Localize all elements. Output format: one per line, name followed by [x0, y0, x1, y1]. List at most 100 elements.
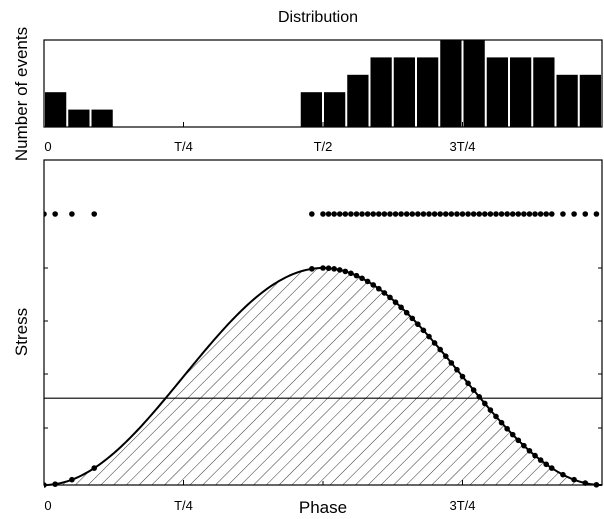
row-event-dot: [370, 211, 376, 217]
histogram-bar: [68, 110, 89, 127]
curve-event-dot: [493, 414, 499, 420]
histogram-bar: [347, 75, 368, 127]
row-event-dot: [382, 211, 388, 217]
curve-event-dot: [560, 472, 566, 478]
row-event-dot: [510, 211, 516, 217]
row-event-dot: [594, 211, 600, 217]
row-event-dot: [421, 211, 427, 217]
curve-event-dot: [426, 334, 432, 340]
curve-event-dot: [482, 401, 488, 407]
curve-event-dot: [443, 353, 449, 359]
curve-event-dot: [354, 273, 360, 279]
stress-x-tick-label: 0: [44, 498, 51, 513]
row-event-dot: [359, 211, 365, 217]
row-event-dot: [488, 211, 494, 217]
histogram-bar: [417, 57, 438, 127]
row-event-dot: [493, 211, 499, 217]
curve-event-dot: [510, 432, 516, 438]
histogram-bar: [91, 110, 112, 127]
curve-event-dot: [348, 271, 354, 277]
curve-event-dot: [415, 321, 421, 327]
curve-event-dot: [476, 394, 482, 400]
row-event-dot: [320, 211, 326, 217]
curve-event-dot: [337, 267, 343, 273]
stress-y-axis-label: Stress: [12, 308, 31, 356]
histogram-bar: [580, 75, 601, 127]
row-event-dot: [343, 211, 349, 217]
row-event-dot: [454, 211, 460, 217]
curve-event-dot: [527, 448, 533, 454]
curve-event-dot: [331, 266, 337, 272]
histogram-bar: [324, 92, 345, 127]
row-event-dot: [471, 211, 477, 217]
stress-panel: Stress 0 T/4 3T/4 Phase: [12, 160, 602, 517]
row-event-dot: [504, 211, 510, 217]
x-axis-label: Phase: [299, 498, 347, 517]
y-axis-label: Number of events: [12, 27, 31, 161]
histogram-x-tick-label: 0: [44, 139, 51, 154]
curve-event-dot: [432, 340, 438, 346]
histogram-bar: [45, 92, 66, 127]
curve-event-dot: [504, 426, 510, 432]
row-event-dot: [69, 211, 75, 217]
row-event-dot: [41, 211, 47, 217]
stress-x-tick-labels: 0 T/4 3T/4: [44, 498, 475, 513]
curve-event-dot: [404, 310, 410, 316]
histogram-x-tick-label: T/2: [314, 139, 333, 154]
row-event-dot: [365, 211, 371, 217]
curve-event-dot: [409, 316, 415, 322]
curve-event-dot: [382, 290, 388, 296]
row-event-dot: [449, 211, 455, 217]
curve-event-dot: [387, 295, 393, 301]
chart-title: Distribution: [278, 9, 358, 26]
curve-event-dot: [594, 482, 600, 488]
histogram-bars: [45, 40, 601, 127]
curve-event-dot: [460, 374, 466, 380]
histogram-x-tick-label: 3T/4: [449, 139, 475, 154]
curve-event-dot: [343, 269, 349, 275]
curve-event-dot: [471, 387, 477, 393]
curve-event-dot: [359, 276, 365, 282]
row-event-dot: [393, 211, 399, 217]
row-event-dot: [404, 211, 410, 217]
row-event-dot: [309, 211, 315, 217]
curve-event-dot: [571, 477, 577, 483]
event-dots-row: [41, 211, 599, 217]
row-event-dot: [376, 211, 382, 217]
curve-event-dot: [543, 461, 549, 467]
curve-event-dot: [465, 381, 471, 387]
row-event-dot: [337, 211, 343, 217]
histogram-panel: Distribution Number of events 0 T/4 T/2 3T/…: [12, 9, 602, 161]
histogram-bar: [440, 40, 461, 127]
row-event-dot: [398, 211, 404, 217]
row-event-dot: [582, 211, 588, 217]
row-event-dot: [521, 211, 527, 217]
histogram-bar: [533, 57, 554, 127]
curve-event-dot: [326, 265, 332, 271]
curve-event-dot: [488, 407, 494, 413]
curve-event-dot: [538, 457, 544, 463]
curve-event-dot: [52, 481, 58, 487]
curve-event-dot: [320, 265, 326, 271]
row-event-dot: [387, 211, 393, 217]
row-event-dot: [482, 211, 488, 217]
row-event-dot: [432, 211, 438, 217]
row-event-dot: [326, 211, 332, 217]
row-event-dot: [527, 211, 533, 217]
stress-x-tick-label: 3T/4: [449, 498, 475, 513]
row-event-dot: [52, 211, 58, 217]
histogram-bar: [370, 57, 391, 127]
histogram-bar: [301, 92, 322, 127]
row-event-dot: [538, 211, 544, 217]
row-event-dot: [499, 211, 505, 217]
curve-event-dot: [309, 266, 315, 272]
row-event-dot: [571, 211, 577, 217]
row-event-dot: [532, 211, 538, 217]
row-event-dot: [549, 211, 555, 217]
curve-event-dot: [499, 420, 505, 426]
curve-event-dot: [582, 480, 588, 486]
row-event-dot: [543, 211, 549, 217]
curve-event-dot: [532, 453, 538, 459]
curve-event-dot: [398, 305, 404, 311]
